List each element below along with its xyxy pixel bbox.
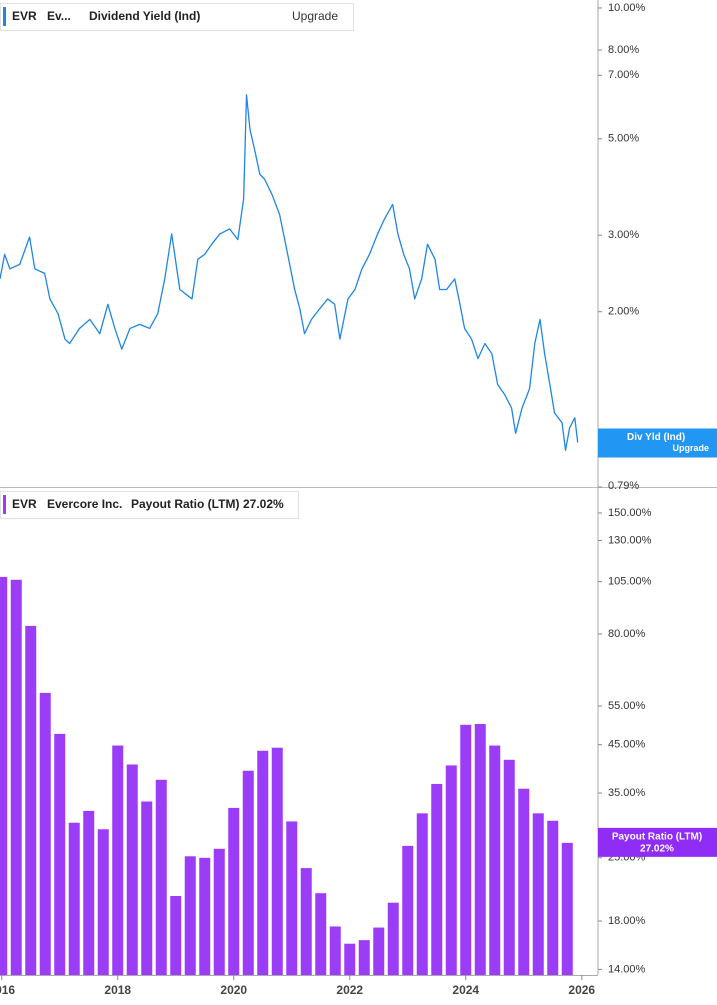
y-tick-label: 2.00%	[608, 306, 639, 318]
line	[0, 94, 579, 451]
y-tick-label: 150.00%	[608, 507, 652, 519]
y-tick-label: 5.00%	[608, 133, 639, 145]
bar	[286, 821, 298, 975]
tag-action: Upgrade	[672, 443, 709, 453]
legend-ticker: EVR	[12, 9, 37, 23]
value-tag	[598, 428, 717, 458]
x-tick-label: 2024	[452, 983, 479, 997]
tag-label: Div Yld (Ind)	[627, 432, 685, 443]
x-tick-label: 2018	[104, 983, 131, 997]
y-tick-label: 45.00%	[608, 739, 646, 751]
legend: EVR Ev... Dividend Yield (Ind) Upgrade	[0, 3, 354, 31]
bar	[54, 733, 66, 975]
y-tick-label: 55.00%	[608, 700, 646, 712]
bar	[271, 747, 283, 975]
bar	[10, 579, 22, 975]
bar	[126, 764, 138, 975]
legend-company: Evercore Inc.	[47, 497, 122, 511]
legend-series: Payout Ratio (LTM)	[131, 497, 239, 511]
legend-swatch	[3, 7, 6, 26]
x-tick-label: 2022	[336, 983, 363, 997]
y-tick-label: 7.00%	[608, 69, 639, 81]
bar	[0, 576, 8, 975]
plot-layer: 10.00% 8.00% 7.00% 5.00% 3.00% 2.00% 0.79% 150.…	[0, 2, 652, 997]
bar	[83, 810, 95, 975]
y-tick-label: 0.79%	[608, 480, 639, 492]
bar	[300, 868, 312, 975]
y-tick-label: 80.00%	[608, 628, 646, 640]
bar	[532, 813, 544, 975]
legend-company: Ev...	[47, 9, 71, 23]
bar	[503, 759, 515, 975]
bar	[68, 822, 80, 975]
bar	[358, 940, 370, 975]
y-tick-label: 18.00%	[608, 915, 646, 927]
bar	[184, 856, 196, 975]
bar	[460, 724, 472, 975]
x-tick-label: 2020	[220, 983, 247, 997]
bar	[387, 902, 399, 975]
y-tick-label: 105.00%	[608, 576, 652, 588]
x-tick-label: 2026	[568, 983, 595, 997]
bar	[25, 625, 37, 975]
y-tick-label: 8.00%	[608, 44, 639, 56]
bar	[155, 779, 167, 975]
legend-box	[0, 3, 354, 31]
bar	[39, 692, 51, 975]
legend-box	[0, 491, 299, 519]
tag-value: 27.02%	[640, 844, 674, 855]
bar	[431, 783, 443, 975]
bar	[329, 926, 341, 975]
bar	[141, 801, 153, 975]
tag-label: Payout Ratio (LTM)	[612, 832, 702, 843]
tags: Div Yld (Ind)Upgrade Payout Ratio (LTM)27…	[598, 428, 717, 857]
y-tick-label: 35.00%	[608, 787, 646, 799]
bar	[112, 745, 124, 975]
y-tick-label: 14.00%	[608, 963, 646, 975]
legend: EVR Evercore Inc. Payout Ratio (LTM) 27.…	[0, 491, 299, 519]
bar	[402, 845, 414, 975]
bar	[257, 750, 269, 975]
bar	[416, 813, 428, 975]
legend-value: 27.02%	[243, 497, 284, 511]
y-tick-label: 10.00%	[608, 2, 646, 14]
bar	[561, 842, 573, 975]
bar	[344, 943, 356, 975]
legend-upgrade[interactable]: Upgrade	[292, 9, 338, 23]
bar	[547, 820, 559, 975]
y-tick-label: 130.00%	[608, 534, 652, 546]
legend-ticker: EVR	[12, 497, 37, 511]
bar	[518, 788, 530, 975]
bar	[170, 896, 182, 975]
bar	[228, 807, 240, 975]
bar	[213, 848, 225, 975]
bar	[474, 724, 486, 975]
bar	[97, 829, 109, 975]
bar	[445, 765, 457, 975]
bar	[199, 857, 211, 975]
bar	[242, 770, 254, 975]
y-tick-label: 3.00%	[608, 229, 639, 241]
value-tag	[598, 827, 717, 857]
x-tick-label: 2016	[0, 983, 15, 997]
bar	[315, 893, 327, 975]
bar	[373, 927, 385, 975]
legend-swatch	[3, 495, 6, 514]
legend-series: Dividend Yield (Ind)	[89, 9, 200, 23]
bar	[489, 745, 501, 975]
